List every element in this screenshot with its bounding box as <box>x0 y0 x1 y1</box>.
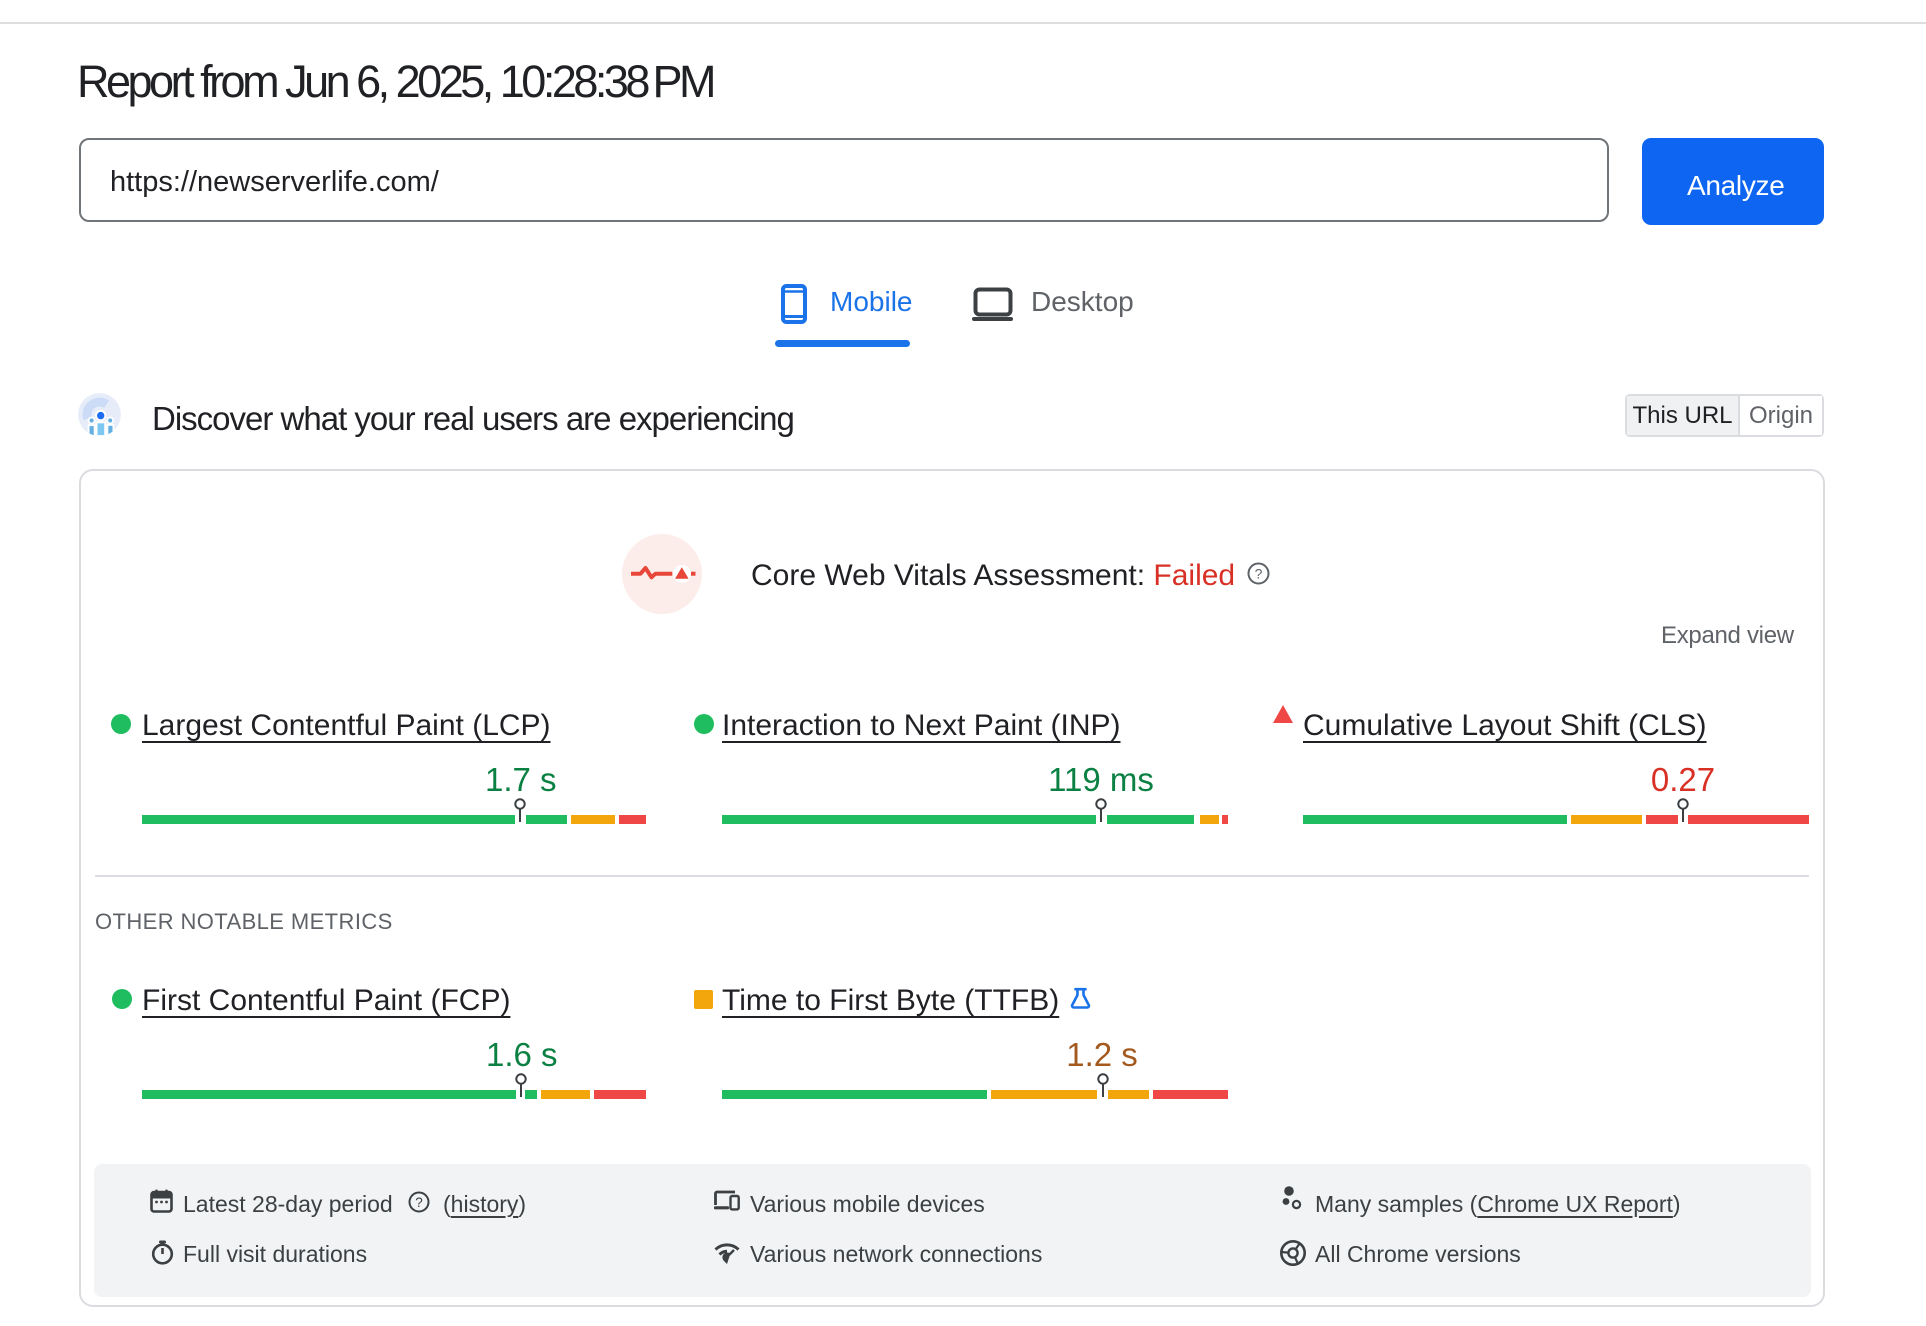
svg-text:?: ? <box>415 1195 423 1210</box>
svg-text:?: ? <box>1255 566 1263 582</box>
